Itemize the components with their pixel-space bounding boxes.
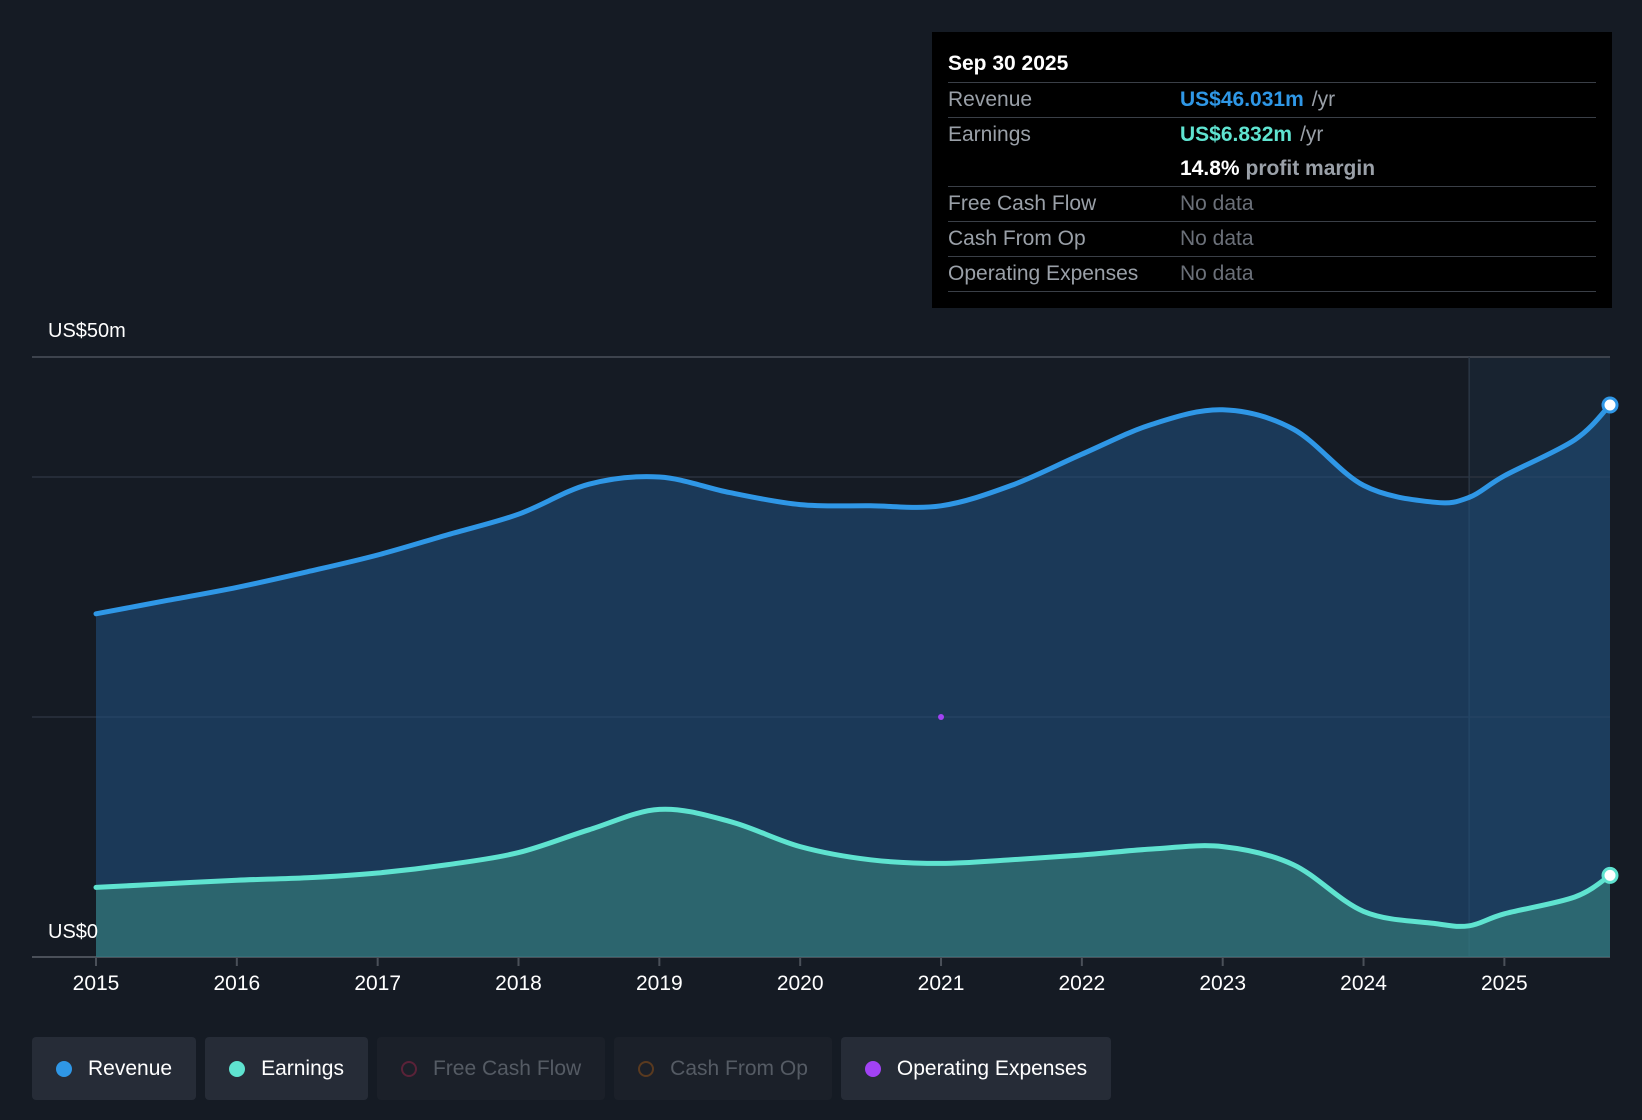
earnings-end-marker bbox=[1601, 866, 1619, 884]
operating-expenses-dot-icon bbox=[864, 1060, 881, 1077]
x-tick-label: 2023 bbox=[1199, 972, 1246, 995]
x-tick-label: 2017 bbox=[354, 972, 401, 995]
legend-cfo-label: Cash From Op bbox=[670, 1056, 808, 1080]
tooltip-revenue-label: Revenue bbox=[948, 88, 1033, 111]
free-cash-flow-dot-icon bbox=[400, 1060, 417, 1077]
legend: Revenue Earnings Free Cash Flow Cash Fro… bbox=[32, 1037, 1112, 1100]
legend-earnings-label: Earnings bbox=[261, 1056, 344, 1080]
legend-revenue-label: Revenue bbox=[88, 1056, 173, 1080]
revenue-dot-icon bbox=[56, 1060, 72, 1077]
tooltip-revenue-unit: /yr bbox=[1311, 88, 1336, 111]
legend-cash-from-op[interactable]: Cash From Op bbox=[614, 1037, 832, 1100]
revenue-area bbox=[96, 405, 1610, 957]
cash-from-op-dot-icon bbox=[638, 1060, 655, 1077]
tooltip-opex-label: Operating Expenses bbox=[948, 262, 1139, 285]
tooltip-date: Sep 30 2025 bbox=[948, 46, 1596, 83]
x-axis: 2015 2016 2017 2018 2019 2020 2021 2022 2023 2024… bbox=[73, 957, 1528, 995]
tooltip-margin-value: 14.8% bbox=[1180, 157, 1240, 180]
legend-revenue[interactable]: Revenue bbox=[32, 1037, 197, 1100]
x-tick-label: 2016 bbox=[213, 972, 260, 995]
tooltip-fcf-value: No data bbox=[1180, 192, 1254, 215]
x-tick-label: 2025 bbox=[1481, 972, 1528, 995]
x-tick-label: 2019 bbox=[636, 972, 683, 995]
x-tick-label: 2022 bbox=[1059, 972, 1106, 995]
tooltip-opex-value: No data bbox=[1180, 262, 1254, 285]
legend-earnings[interactable]: Earnings bbox=[205, 1037, 368, 1100]
tooltip-earnings-value: US$6.832m bbox=[1180, 123, 1293, 146]
legend-operating-expenses[interactable]: Operating Expenses bbox=[840, 1037, 1112, 1100]
legend-free-cash-flow[interactable]: Free Cash Flow bbox=[376, 1037, 606, 1100]
tooltip-earnings-label: Earnings bbox=[948, 123, 1031, 146]
revenue-end-marker bbox=[1601, 396, 1619, 414]
tooltip-revenue-row: Revenue US$46.031m /yr bbox=[948, 83, 1596, 118]
tooltip: Sep 30 2025 Revenue US$46.031m /yr Earni… bbox=[932, 32, 1612, 308]
tooltip-earnings-row: Earnings US$6.832m /yr bbox=[948, 118, 1596, 152]
tooltip-opex-row: Operating Expenses No data bbox=[948, 257, 1596, 292]
earnings-line bbox=[93, 806, 1613, 929]
x-tick-label: 2020 bbox=[777, 972, 824, 995]
tooltip-cfo-row: Cash From Op No data bbox=[948, 222, 1596, 257]
revenue-line bbox=[93, 402, 1613, 617]
earnings-dot-icon bbox=[229, 1060, 246, 1077]
earnings-area bbox=[96, 809, 1610, 957]
legend-fcf-label: Free Cash Flow bbox=[432, 1056, 582, 1080]
markers bbox=[938, 396, 1619, 884]
legend-opex-label: Operating Expenses bbox=[896, 1056, 1088, 1080]
tooltip-fcf-row: Free Cash Flow No data bbox=[948, 187, 1596, 222]
operating-expenses-point bbox=[938, 714, 945, 720]
y-axis-top-label: US$50m bbox=[48, 320, 126, 342]
tooltip-margin-label: profit margin bbox=[1245, 157, 1376, 180]
tooltip-fcf-label: Free Cash Flow bbox=[948, 192, 1097, 215]
tooltip-margin-row: 14.8% profit margin bbox=[948, 152, 1596, 187]
x-tick-label: 2018 bbox=[495, 972, 542, 995]
tooltip-cfo-value: No data bbox=[1180, 227, 1254, 250]
y-axis-bottom-label: US$0 bbox=[48, 921, 99, 943]
x-tick-label: 2024 bbox=[1340, 972, 1387, 995]
x-tick-label: 2021 bbox=[918, 972, 965, 995]
tooltip-cfo-label: Cash From Op bbox=[948, 227, 1086, 250]
x-tick-label: 2015 bbox=[73, 972, 120, 995]
tooltip-revenue-value: US$46.031m bbox=[1180, 88, 1304, 111]
tooltip-earnings-unit: /yr bbox=[1300, 123, 1324, 146]
